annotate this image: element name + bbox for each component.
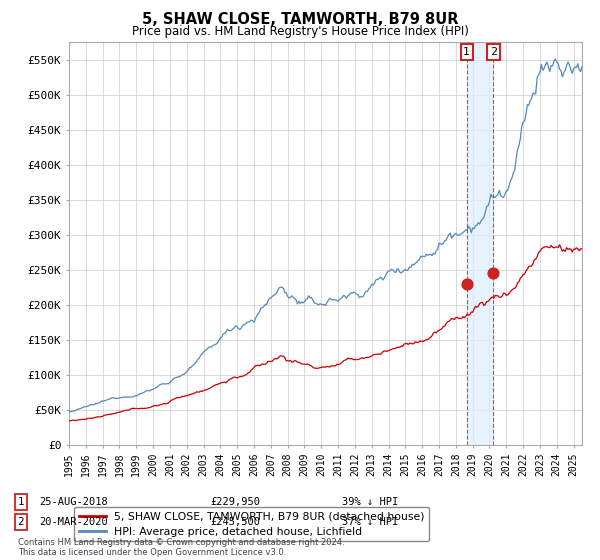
Text: 25-AUG-2018: 25-AUG-2018 (39, 497, 108, 507)
Text: 2: 2 (490, 47, 497, 57)
Text: Price paid vs. HM Land Registry's House Price Index (HPI): Price paid vs. HM Land Registry's House … (131, 25, 469, 38)
Bar (467, 42, 493, 445)
Text: £245,500: £245,500 (210, 517, 260, 527)
Point (488, 269, 498, 278)
Text: 39% ↓ HPI: 39% ↓ HPI (342, 497, 398, 507)
Text: 5, SHAW CLOSE, TAMWORTH, B79 8UR: 5, SHAW CLOSE, TAMWORTH, B79 8UR (142, 12, 458, 27)
Text: 1: 1 (463, 47, 470, 57)
Text: Contains HM Land Registry data © Crown copyright and database right 2024.
This d: Contains HM Land Registry data © Crown c… (18, 538, 344, 557)
Legend: 5, SHAW CLOSE, TAMWORTH, B79 8UR (detached house), HPI: Average price, detached : 5, SHAW CLOSE, TAMWORTH, B79 8UR (detach… (74, 507, 430, 541)
Point (462, 279, 472, 288)
Text: 37% ↓ HPI: 37% ↓ HPI (342, 517, 398, 527)
Text: 1: 1 (17, 497, 25, 507)
Text: 2: 2 (17, 517, 25, 527)
Text: £229,950: £229,950 (210, 497, 260, 507)
Text: 20-MAR-2020: 20-MAR-2020 (39, 517, 108, 527)
